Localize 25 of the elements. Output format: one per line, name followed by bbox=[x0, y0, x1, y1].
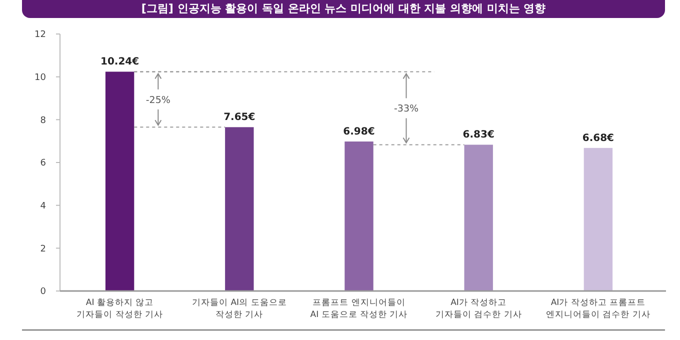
data-label: 6.98€ bbox=[343, 126, 375, 138]
x-tick-label: AI 활용하지 않고 기자들이 작성한 기사 bbox=[76, 298, 164, 320]
data-label: 10.24€ bbox=[100, 56, 140, 68]
annotation: -25% bbox=[146, 94, 170, 106]
bar bbox=[464, 144, 493, 291]
data-label: 6.68€ bbox=[582, 132, 614, 144]
data-label: 6.83€ bbox=[462, 130, 494, 141]
bar bbox=[105, 72, 134, 291]
y-tick-label: 4 bbox=[40, 201, 46, 212]
bar bbox=[584, 148, 613, 291]
y-tick-label: 0 bbox=[40, 287, 46, 298]
y-tick-label: 2 bbox=[40, 244, 46, 254]
x-tick-label: 기자들이 AI의 도움으로 작성한 기사 bbox=[192, 298, 287, 320]
annotation: -33% bbox=[394, 104, 419, 115]
x-tick-label: AI가 작성하고 기자들이 검수한 기사 bbox=[435, 298, 522, 320]
bar bbox=[225, 127, 254, 291]
x-tick-label: 프롬프트 엔지니어들이 AI 도움으로 작성한 기사 bbox=[310, 298, 408, 320]
data-label: 7.65€ bbox=[224, 112, 256, 124]
y-tick-label: 6 bbox=[40, 158, 46, 169]
chart-title: [그림] 인공지능 활용이 독일 온라인 뉴스 미디어에 대한 지불 의향에 미치는 영향 bbox=[141, 2, 546, 15]
y-tick-label: 10 bbox=[34, 72, 46, 83]
y-tick-label: 12 bbox=[34, 30, 46, 40]
bar bbox=[344, 142, 374, 291]
x-tick-label: AI가 작성하고 프롬프트 엔지니어들이 검수한 기사 bbox=[546, 298, 650, 320]
y-tick-label: 8 bbox=[40, 116, 46, 126]
